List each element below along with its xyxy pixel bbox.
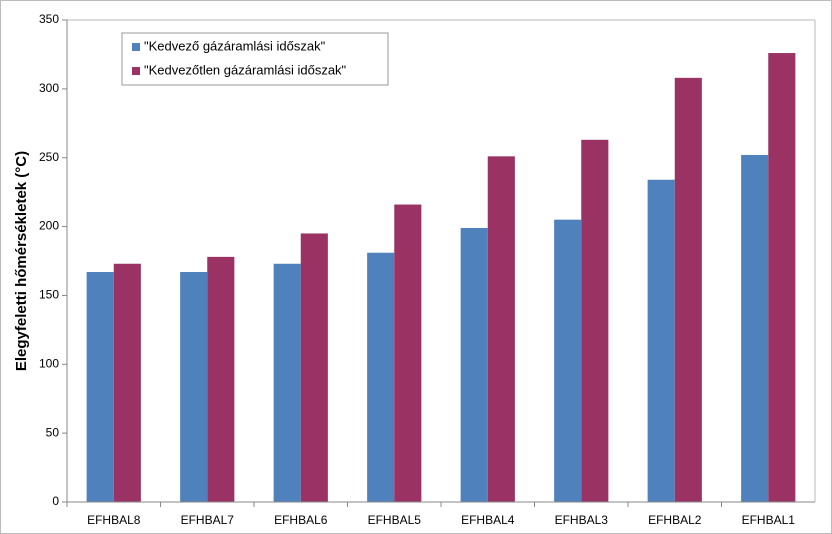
legend-box xyxy=(121,32,389,86)
bar xyxy=(300,233,328,502)
bar xyxy=(207,256,235,502)
bar xyxy=(674,77,702,502)
legend-swatch xyxy=(132,43,140,51)
x-tick-label: EFHBAL7 xyxy=(181,513,235,527)
x-tick-label: EFHBAL4 xyxy=(461,513,515,527)
x-tick-label: EFHBAL2 xyxy=(648,513,702,527)
y-tick-label: 50 xyxy=(46,425,60,439)
bar xyxy=(487,156,515,502)
legend-swatch xyxy=(132,67,140,75)
bar xyxy=(741,154,769,502)
bar xyxy=(394,204,422,502)
bar xyxy=(367,252,395,502)
bar xyxy=(768,53,796,503)
x-tick-label: EFHBAL1 xyxy=(742,513,796,527)
y-tick-label: 250 xyxy=(39,150,59,164)
x-tick-label: EFHBAL3 xyxy=(555,513,609,527)
y-tick-label: 0 xyxy=(52,494,59,508)
y-tick-label: 100 xyxy=(39,356,59,370)
legend-label: "Kedvező gázáramlási időszak" xyxy=(144,38,326,53)
bar xyxy=(86,272,114,502)
y-axis-title: Elegyfeletti hőmérsékletek (°C) xyxy=(13,151,30,371)
y-tick-label: 350 xyxy=(39,12,59,26)
bar xyxy=(273,263,301,502)
x-tick-label: EFHBAL8 xyxy=(87,513,141,527)
y-tick-label: 150 xyxy=(39,288,59,302)
bar xyxy=(581,139,609,502)
y-tick-label: 300 xyxy=(39,81,59,95)
x-tick-label: EFHBAL6 xyxy=(274,513,328,527)
x-tick-label: EFHBAL5 xyxy=(368,513,422,527)
bar xyxy=(113,263,141,502)
bar xyxy=(554,219,582,502)
y-tick-label: 200 xyxy=(39,219,59,233)
bar xyxy=(647,179,675,502)
legend-label: "Kedvezőtlen gázáramlási időszak" xyxy=(144,62,347,77)
bar xyxy=(460,227,488,502)
bar xyxy=(180,272,208,502)
